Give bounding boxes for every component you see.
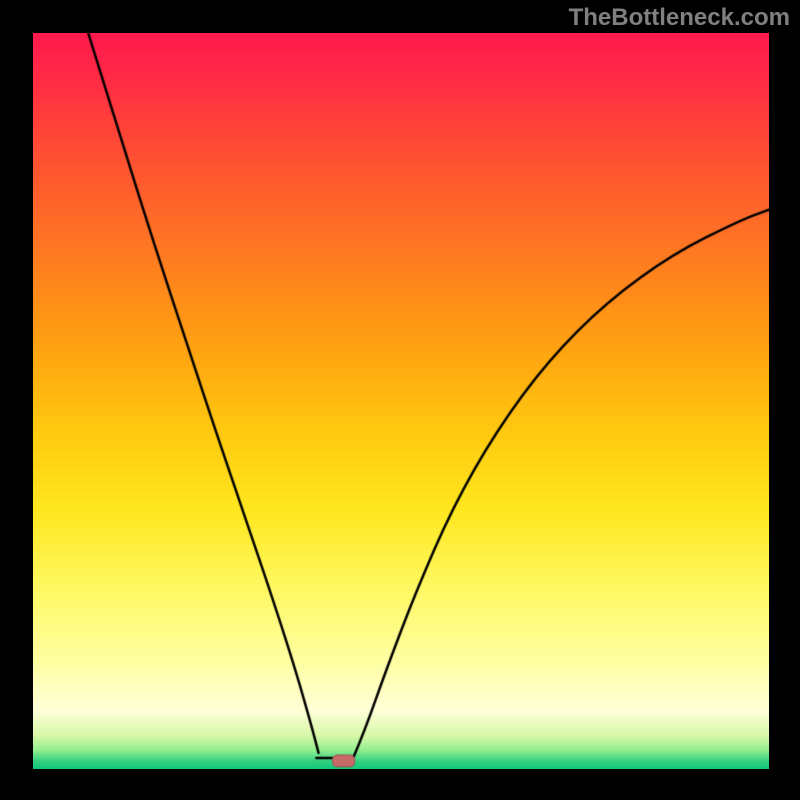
- plot-canvas: [33, 33, 769, 769]
- plot-area: [33, 33, 769, 769]
- watermark-text: TheBottleneck.com: [569, 4, 790, 32]
- chart-container: TheBottleneck.com: [0, 0, 800, 800]
